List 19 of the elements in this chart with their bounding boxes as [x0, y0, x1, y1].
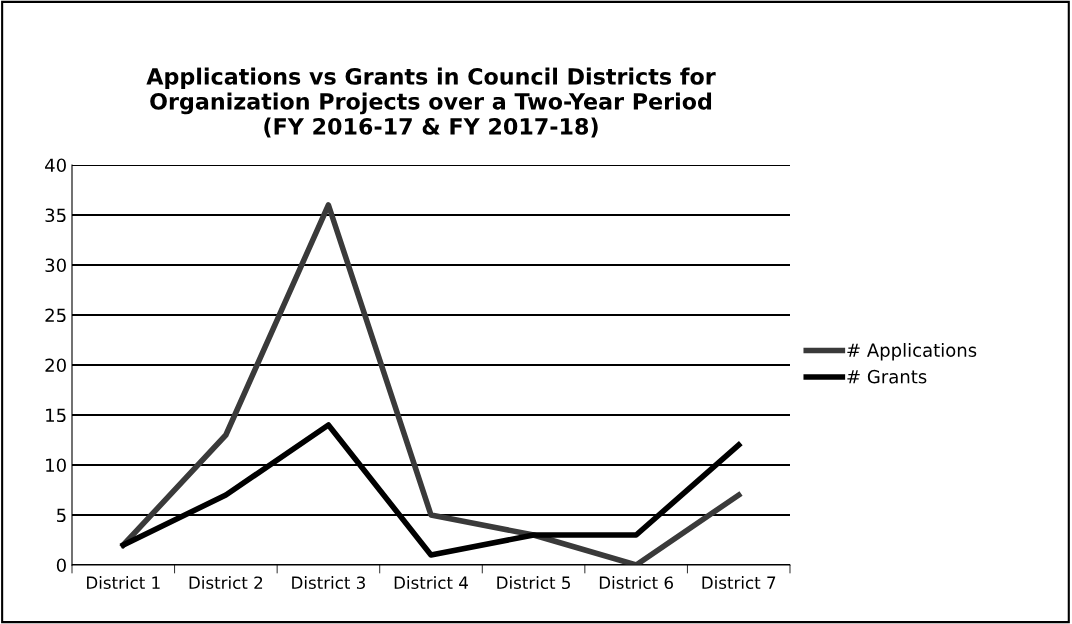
y-tick-label: 15 — [46, 408, 66, 423]
x-tick-label: District 4 — [394, 576, 468, 590]
x-tick-label: District 2 — [189, 576, 263, 590]
y-tick-label: 25 — [45, 308, 66, 323]
y-tick-label: 30 — [45, 258, 66, 273]
y-tick-label: 40 — [45, 158, 66, 173]
y-tick-label: 5 — [57, 508, 66, 523]
legend-label: # Applications — [847, 343, 977, 361]
x-tick-label: District 3 — [292, 576, 365, 590]
y-tick-label: 0 — [56, 558, 66, 573]
x-tick-label: District 1 — [87, 576, 160, 590]
x-tick-label: District 6 — [599, 576, 673, 590]
x-tick-label: District 5 — [497, 576, 570, 590]
x-tick-label: District 7 — [702, 576, 776, 590]
y-tick-label: 35 — [45, 208, 66, 223]
y-tick-label: 10 — [46, 458, 66, 473]
legend-label: # Grants — [847, 369, 927, 384]
y-tick-label: 20 — [45, 358, 66, 373]
chart-title: Applications vs Grants in Council Districts for Organization Projects over a Two-Year Period (FY 2016-17 & FY 2017-18) — [146, 67, 716, 138]
